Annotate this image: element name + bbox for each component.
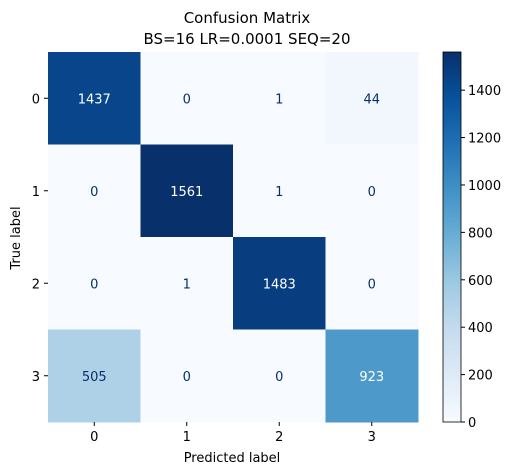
- heatmap-cell: [325, 52, 419, 145]
- heatmap-cell: [48, 144, 141, 238]
- y-tick-label: 0: [32, 92, 40, 107]
- heatmap-cell: [233, 237, 326, 330]
- colorbar-tick-label: 1200: [468, 132, 501, 147]
- heatmap-cell: [48, 52, 141, 145]
- colorbar-tick-label: 1000: [468, 179, 501, 194]
- cell-value-label: 0: [183, 370, 191, 385]
- cell-value-label: 1483: [263, 277, 296, 292]
- colorbar-tick-label: 200: [468, 369, 493, 384]
- y-axis-label: True label: [9, 206, 24, 270]
- y-tick-label: 2: [32, 277, 40, 292]
- x-tick-label: 3: [368, 430, 376, 445]
- heatmap-cell: [325, 329, 419, 423]
- cell-value-label: 923: [359, 370, 384, 385]
- x-tick-label: 0: [90, 430, 98, 445]
- colorbar: 0 200 400 600 800 1000 1200 1400: [442, 51, 501, 431]
- colorbar-gradient: [442, 51, 462, 423]
- chart-title: Confusion Matrix: [184, 9, 311, 27]
- heatmap-cell: [140, 144, 234, 238]
- colorbar-tick-label: 1400: [468, 84, 501, 99]
- heatmap-cell: [48, 237, 141, 330]
- y-tick-label: 1: [32, 185, 40, 200]
- colorbar-tick-label: 0: [468, 416, 476, 431]
- cell-value-label: 1: [275, 92, 283, 107]
- chart-subtitle: BS=16 LR=0.0001 SEQ=20: [143, 30, 350, 48]
- heatmap-cell: [48, 329, 141, 423]
- cell-value-label: 0: [90, 277, 98, 292]
- heatmap-cell-labels: 1437 0 1 44 0 1561 1 0 0 1 1483 0 505 0 0 923: [78, 92, 384, 385]
- heatmap-cell: [140, 52, 234, 145]
- cell-value-label: 1437: [78, 92, 111, 107]
- heatmap-cell: [233, 329, 326, 423]
- x-axis-label: Predicted label: [184, 451, 281, 466]
- cell-value-label: 0: [368, 185, 376, 200]
- heatmap-cell: [140, 237, 234, 330]
- cell-value-label: 0: [275, 370, 283, 385]
- x-tick-label: 1: [183, 430, 191, 445]
- cell-value-label: 0: [90, 185, 98, 200]
- cell-value-label: 44: [363, 92, 380, 107]
- y-axis-ticks: 0 1 2 3: [32, 92, 48, 385]
- y-tick-label: 3: [32, 370, 40, 385]
- cell-value-label: 1: [275, 185, 283, 200]
- colorbar-tick-label: 600: [468, 274, 493, 289]
- x-axis-ticks: 0 1 2 3: [90, 422, 376, 445]
- cell-value-label: 1561: [170, 185, 203, 200]
- cell-value-label: 1: [183, 277, 191, 292]
- cell-value-label: 505: [82, 370, 107, 385]
- colorbar-tick-label: 800: [468, 226, 493, 241]
- heatmap-cell: [233, 144, 326, 238]
- colorbar-tick-label: 400: [468, 321, 493, 336]
- heatmap-cell: [140, 329, 234, 423]
- heatmap-cells: [48, 52, 419, 423]
- cell-value-label: 0: [183, 92, 191, 107]
- cell-value-label: 0: [368, 277, 376, 292]
- heatmap-cell: [233, 52, 326, 145]
- heatmap-cell: [325, 237, 419, 330]
- x-tick-label: 2: [275, 430, 283, 445]
- heatmap-cell: [325, 144, 419, 238]
